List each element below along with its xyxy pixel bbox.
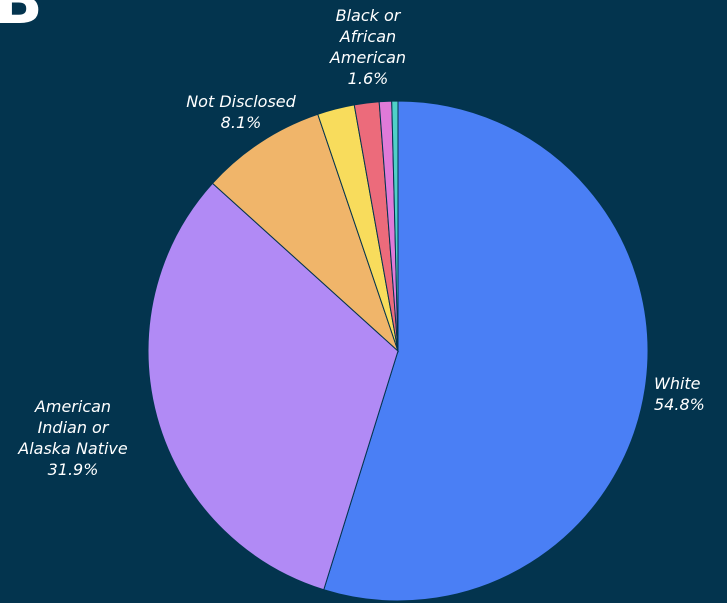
slice-value-label: 54.8% bbox=[654, 395, 705, 414]
slice-label-line: Not Disclosed bbox=[186, 92, 296, 111]
slice-label-line: American bbox=[34, 397, 112, 416]
slice-label-white: White 54.8% bbox=[654, 373, 705, 415]
slice-label-line: Indian or bbox=[37, 418, 109, 437]
panel-letter: B bbox=[0, 0, 43, 39]
pie-slice-white bbox=[323, 100, 649, 602]
pie-slices bbox=[147, 100, 649, 602]
slice-value-label: 31.9% bbox=[47, 460, 99, 479]
pie-slice-american-indian-or-alaska-native bbox=[147, 182, 399, 591]
slice-label-american-indian: American Indian or Alaska Native 31.9% bbox=[6, 396, 140, 480]
slice-label-line: White bbox=[654, 374, 701, 393]
slice-label-black-african-american: Black or African American 1.6% bbox=[312, 5, 424, 89]
slice-label-line: African bbox=[339, 27, 397, 46]
slice-value-label: 1.6% bbox=[347, 69, 389, 88]
slice-label-line: American bbox=[329, 48, 407, 67]
slice-label-line: Black or bbox=[335, 6, 401, 25]
slice-label-not-disclosed: Not Disclosed 8.1% bbox=[168, 91, 314, 133]
slice-label-line: Alaska Native bbox=[18, 439, 128, 458]
pie-slice-slice-6 bbox=[391, 100, 399, 352]
slice-value-label: 8.1% bbox=[220, 113, 262, 132]
pie-slice-not-disclosed bbox=[211, 113, 400, 353]
